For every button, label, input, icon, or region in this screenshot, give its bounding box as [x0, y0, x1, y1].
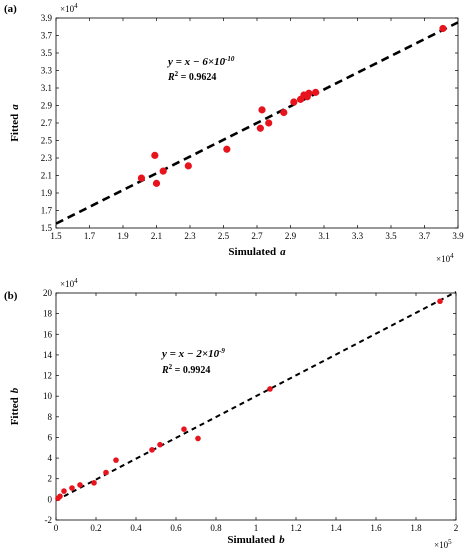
- data-point: [103, 469, 109, 476]
- y-tick-label: 3.3: [41, 66, 53, 76]
- data-point: [305, 89, 313, 97]
- x-tick-label: 3.7: [419, 231, 431, 241]
- data-point: [113, 457, 119, 463]
- x-axis-label: Simulated a: [228, 246, 286, 258]
- data-point: [151, 151, 159, 159]
- y-tick-label: 16: [43, 329, 53, 339]
- x-tick-label: 3.5: [385, 231, 397, 241]
- data-point: [157, 441, 163, 448]
- data-point: [184, 162, 192, 170]
- y-tick-label: 2.7: [41, 118, 53, 128]
- y-tick-label: 2.9: [41, 101, 53, 111]
- y-tick-label: 3.9: [41, 13, 53, 23]
- x-tick-label: 0.6: [170, 523, 182, 533]
- chart-panel-b: 0 0.2 0.4 0.6 0.8 1 1.2 1.4 1.6 1.8 2-202468101214…: [4, 277, 458, 550]
- fit-equation: y = x − 6×10-10: [166, 55, 235, 68]
- x-tick-label: 2.3: [184, 231, 196, 241]
- data-point: [437, 298, 443, 305]
- y-tick-label: 0: [48, 494, 53, 504]
- x-tick-label: 0.4: [130, 523, 142, 533]
- x-tick-label: 1.8: [410, 523, 422, 533]
- y-tick-label: -2: [45, 515, 53, 525]
- data-point: [77, 482, 83, 488]
- r-squared-value: R2 = 0.9624: [167, 70, 216, 83]
- x-tick-label: 2.7: [251, 231, 263, 241]
- x-tick-label: 2.9: [285, 231, 297, 241]
- x-tick-label: 1.4: [330, 523, 342, 533]
- chart-panel-a: 1.5 1.7 1.9 2.1 2.3 2.5 2.7 2.9 3.1 3.3 3.5 3.7 3.9 1…: [4, 2, 464, 264]
- y-tick-label: 3.5: [41, 48, 53, 58]
- x-tick-label: 1: [254, 523, 259, 533]
- y-tick-label: 1.5: [41, 223, 53, 233]
- x-tick-label: 1.2: [290, 523, 301, 533]
- y-tick-label: 2.1: [41, 171, 52, 181]
- data-point: [137, 174, 146, 182]
- panel-label: (a): [4, 3, 17, 15]
- data-point: [258, 106, 266, 114]
- x-tick-label: 1.5: [50, 231, 62, 241]
- data-point: [280, 108, 288, 117]
- data-point: [195, 435, 201, 442]
- data-point: [439, 24, 447, 33]
- y-tick-label: 8: [48, 412, 53, 422]
- y-tick-label: 1.9: [41, 188, 53, 198]
- y-axis-label: Fitteda: [9, 104, 21, 142]
- x-tick-label: 3.1: [318, 231, 329, 241]
- data-point: [152, 179, 161, 187]
- x-tick-label: 0: [54, 523, 59, 533]
- x-axis-label: Simulated b: [227, 534, 285, 546]
- r-squared-value: R2 = 0.9924: [161, 363, 210, 376]
- x-tick-label: 1.7: [84, 231, 96, 241]
- data-point: [267, 386, 273, 392]
- data-point: [256, 124, 264, 132]
- data-point: [265, 119, 273, 127]
- x-tick-label: 3.9: [452, 231, 464, 241]
- data-point: [61, 488, 67, 494]
- y-tick-label: 4: [48, 453, 53, 463]
- y-axis-multiplier: ×104: [60, 2, 78, 14]
- data-point: [223, 145, 231, 153]
- y-axis-multiplier: ×104: [60, 277, 78, 289]
- fit-line: [55, 21, 459, 225]
- data-point: [290, 98, 298, 106]
- y-tick-label: 1.7: [41, 206, 53, 216]
- y-tick-label: 3.1: [41, 83, 52, 93]
- x-tick-label: 2.1: [151, 231, 162, 241]
- y-tick-label: 2.3: [41, 153, 53, 163]
- y-tick-label: 2: [48, 474, 53, 484]
- x-axis-multiplier: ×105: [434, 538, 452, 550]
- plot-frame: [55, 292, 457, 521]
- x-tick-label: 0.2: [90, 523, 101, 533]
- panel-label: (b): [4, 290, 18, 302]
- y-tick-label: 18: [43, 309, 53, 319]
- data-point: [91, 480, 97, 486]
- x-tick-label: 1.6: [370, 523, 382, 533]
- data-point: [159, 167, 167, 175]
- y-tick-label: 10: [43, 391, 53, 401]
- data-point: [57, 493, 63, 500]
- fit-equation: y = x − 2×10-9: [160, 347, 225, 360]
- data-point: [312, 88, 320, 96]
- x-tick-label: 3.3: [352, 231, 364, 241]
- y-tick-label: 2.5: [41, 136, 53, 146]
- y-tick-label: 14: [43, 350, 53, 360]
- y-tick-label: 6: [48, 432, 53, 442]
- y-tick-label: 20: [43, 288, 53, 298]
- data-point: [181, 426, 187, 433]
- x-tick-label: 2: [454, 523, 459, 533]
- data-point: [149, 447, 155, 453]
- x-axis-multiplier: ×104: [436, 252, 454, 264]
- data-point: [69, 485, 75, 491]
- y-tick-label: 3.7: [41, 31, 53, 41]
- y-axis-label: Fittedb: [9, 387, 21, 425]
- fit-line: [55, 291, 457, 502]
- x-tick-label: 1.9: [117, 231, 129, 241]
- x-tick-label: 0.8: [210, 523, 222, 533]
- x-tick-label: 2.5: [218, 231, 230, 241]
- y-tick-label: 12: [43, 371, 52, 381]
